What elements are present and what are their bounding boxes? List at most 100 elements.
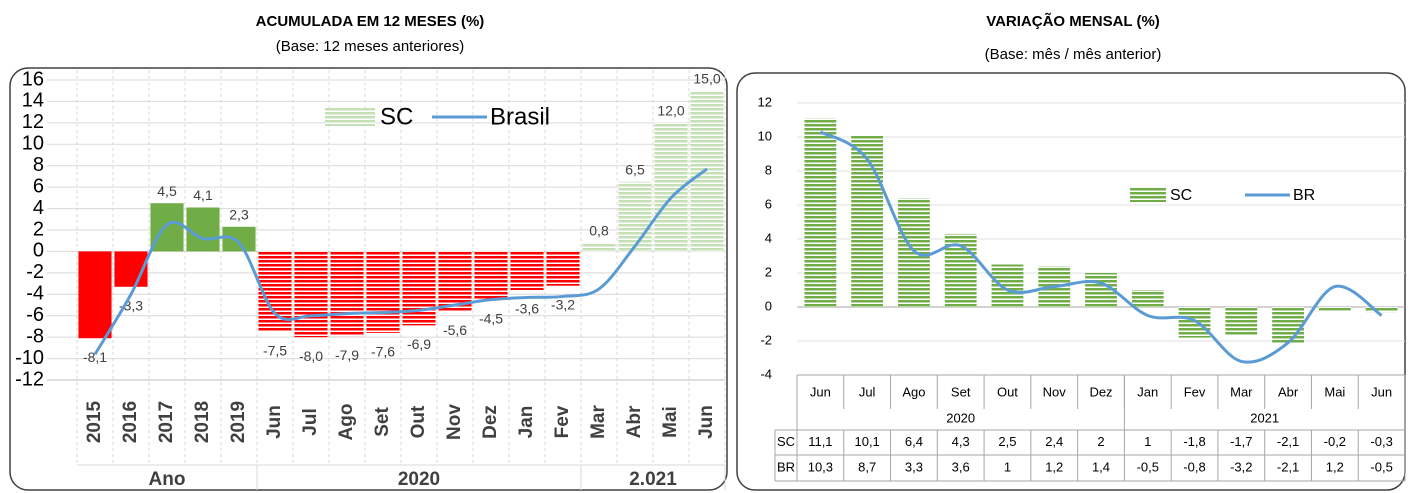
legend-swatch [325,108,375,126]
x-tick-label: Set [372,407,393,437]
y-tick-label: -2 [760,332,772,347]
x-tick-label: 2018 [192,401,213,443]
bar [804,118,837,307]
chart-title: VARIAÇÃO MENSAL (%) [986,12,1160,30]
x-tick-label: Jan [516,406,537,439]
y-tick-label: 12 [22,111,44,133]
table-cell: 8,7 [858,459,876,474]
data-label: -6,9 [407,336,431,352]
x-tick-label: Ago [902,384,925,399]
table-cell: 1 [1144,434,1151,449]
table-cell: -2,1 [1277,434,1299,449]
y-tick-label: 0 [33,240,44,262]
table-cell: 11,1 [808,434,832,449]
table-cell: -0,3 [1370,434,1392,449]
y-tick-label: 12 [758,94,772,109]
x-tick-label: Dez [480,405,501,439]
data-label: -7,5 [263,342,287,358]
bar [1272,307,1304,343]
table-cell: 2,4 [1045,434,1063,449]
data-label: -7,9 [335,347,359,363]
bar [1178,307,1211,338]
data-label: 12,0 [657,103,684,119]
x-tick-label: Out [997,384,1018,399]
x-tick-label: Abr [624,405,645,438]
x-tick-label: Jan [1137,384,1158,399]
y-tick-label: 6 [765,196,772,211]
x-tick-label: Abr [1278,384,1299,399]
y-tick-label: -4 [760,366,772,381]
table-cell: -1,7 [1230,434,1252,449]
chart-subtitle: (Base: mês / mês anterior) [985,46,1162,63]
bar [294,251,328,338]
table-cell: -0,8 [1183,459,1205,474]
bar [186,207,220,252]
y-tick-label: 4 [765,230,772,245]
table-cell: 1,4 [1092,459,1110,474]
x-tick-label: Jun [264,405,285,439]
data-label: -3,3 [119,297,143,313]
data-label: -7,6 [371,344,395,360]
group-label: 2021 [1250,410,1279,425]
bar [690,90,724,252]
x-tick-label: Ago [336,404,357,441]
table-cell: 3,3 [905,459,923,474]
x-tick-label: Jul [859,384,876,399]
y-tick-label: -6 [26,304,44,326]
x-tick-label: Fev [1184,384,1206,399]
table-cell: 1 [1004,459,1011,474]
panel-border [736,72,1406,491]
table-cell: -0,5 [1137,459,1159,474]
table-cell: 4,3 [952,434,970,449]
data-label: -3,2 [551,296,575,312]
bar [402,251,436,326]
table-cell: 3,6 [952,459,970,474]
bar [1365,307,1398,313]
bar [366,251,400,333]
data-label: 4,5 [157,183,177,199]
y-tick-label: -12 [15,368,44,390]
x-tick-label: Nov [444,404,465,440]
x-tick-label: Nov [1043,384,1067,399]
legend-label: SC [380,103,413,130]
chart-title: ACUMULADA EM 12 MESES (%) [256,13,485,30]
data-label: 4,1 [193,187,213,203]
y-tick-label: 8 [33,154,44,176]
data-label: -3,6 [515,301,539,317]
y-tick-label: 4 [33,197,44,219]
group-label: 2020 [398,469,440,490]
y-tick-label: 2 [33,218,44,240]
group-label: 2020 [946,410,975,425]
table-cell: -3,2 [1230,459,1252,474]
line [819,130,1383,364]
table-row-label: SC [777,434,795,449]
bar [582,242,616,252]
legend-swatch [1130,188,1166,202]
x-tick-label: Mar [588,405,609,439]
panel-border [9,67,728,491]
x-tick-label: 2017 [156,401,177,443]
bar [851,135,884,307]
data-label: -8,0 [299,348,323,364]
y-tick-label: 16 [22,68,44,90]
data-label: -4,5 [479,310,503,326]
y-tick-label: 14 [22,90,44,112]
x-tick-label: Out [408,405,429,438]
bar [222,226,256,252]
x-tick-label: Mai [1324,384,1345,399]
y-tick-label: -4 [26,283,44,305]
bar [330,251,364,337]
x-tick-label: Jun [1371,384,1392,399]
y-tick-label: 10 [22,133,44,155]
table-cell: -2,1 [1277,459,1299,474]
line [93,167,708,356]
bar [1318,307,1351,311]
data-label: 0,8 [589,223,609,239]
table-cell: 2 [1097,434,1104,449]
x-tick-label: 2019 [228,401,249,443]
data-label: 2,3 [229,206,249,222]
x-tick-label: Jun [696,405,717,439]
legend-label: Brasil [490,103,550,130]
bar [618,181,652,252]
